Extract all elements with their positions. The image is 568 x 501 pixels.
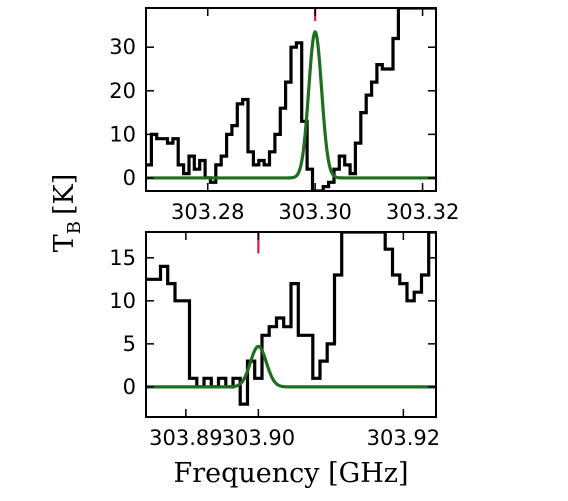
bottom-y-tick-label: 10 bbox=[109, 289, 136, 313]
top-x-tick-label: 303.28 bbox=[171, 200, 244, 224]
bottom-panel: 303.89 303.90 303.92 0 5 10 15 bbox=[109, 231, 440, 450]
bottom-x-tick-label: 303.92 bbox=[367, 426, 440, 450]
top-observed-spectrum bbox=[146, 8, 436, 191]
top-y-tick-label: 30 bbox=[109, 35, 136, 59]
y-axis-title-unit: [K] bbox=[49, 174, 80, 215]
bottom-x-tick-label: 303.90 bbox=[222, 426, 295, 450]
top-y-tick-label: 20 bbox=[109, 79, 136, 103]
bottom-y-tick-label: 15 bbox=[109, 246, 136, 270]
top-y-tick-label: 0 bbox=[123, 166, 136, 190]
y-axis-title-sub: B bbox=[64, 221, 85, 234]
top-panel-frame bbox=[145, 7, 437, 192]
bottom-model-fit bbox=[146, 344, 436, 389]
bottom-y-tick-label: 5 bbox=[123, 332, 136, 356]
y-axis-title-main: T bbox=[49, 234, 80, 252]
top-panel: 303.28 303.30 303.32 0 10 20 30 bbox=[109, 7, 459, 224]
top-model-fit bbox=[146, 30, 436, 180]
top-x-tick-label: 303.32 bbox=[386, 200, 459, 224]
bottom-observed-spectrum bbox=[146, 232, 436, 406]
svg-text:TB[K]: TB [K] bbox=[49, 174, 85, 253]
bottom-panel-frame bbox=[145, 231, 437, 418]
x-axis-title: Frequency [GHz] bbox=[173, 458, 408, 489]
top-y-tick-label: 10 bbox=[109, 122, 136, 146]
y-axis-title: TB [K] bbox=[49, 174, 85, 253]
bottom-y-tick-label: 0 bbox=[123, 375, 136, 399]
bottom-x-tick-label: 303.89 bbox=[149, 426, 222, 450]
top-x-tick-label: 303.30 bbox=[278, 200, 351, 224]
